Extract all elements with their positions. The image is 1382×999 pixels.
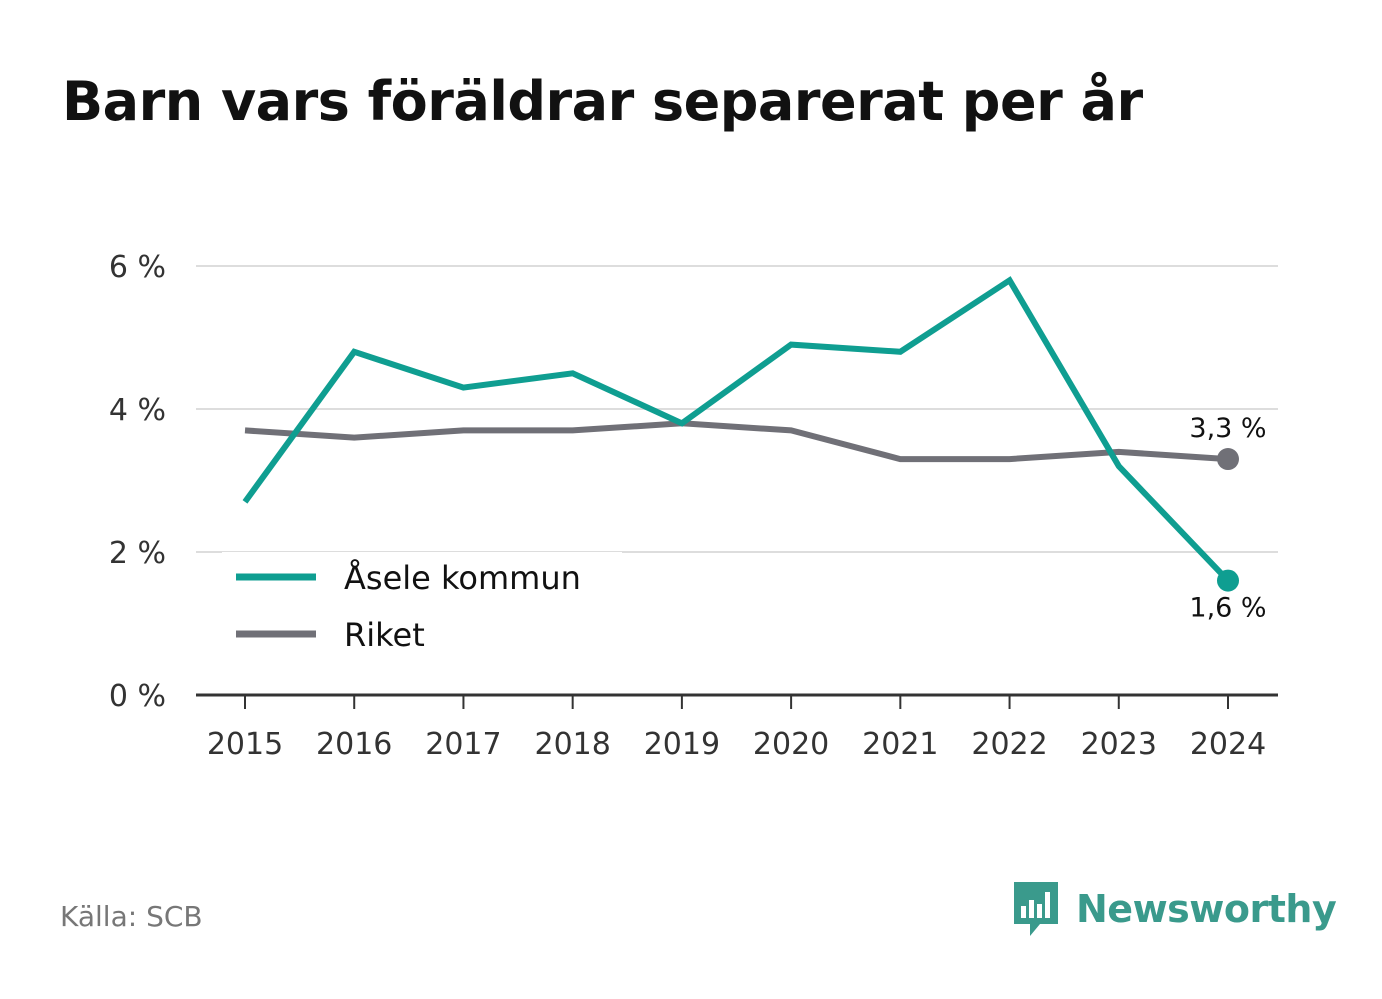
end-marker [1217,569,1239,592]
x-tick-label: 2020 [753,727,829,762]
y-tick-label: 4 % [109,393,166,428]
x-tick-label: 2019 [644,727,720,762]
grid-lines [196,265,1278,553]
end-marker [1217,448,1239,471]
source-note: Källa: SCB [60,900,203,933]
end-value-label: 3,3 % [1189,413,1266,444]
end-labels: 1,6 % 3,3 % [1189,413,1266,624]
x-tick-label: 2016 [316,727,392,762]
brand-logo[interactable]: Newsworthy [1010,878,1337,940]
newsworthy-logo-icon [1014,882,1058,936]
x-tick-label: 2018 [534,727,610,762]
axes: 0 % 2 % 4 % 6 % 2015 2016 2017 2018 2019 2020 2021… [109,250,1278,762]
series-line [244,420,1229,463]
legend-background [222,552,622,662]
series-line [242,276,1231,583]
y-tick-label: 6 % [109,250,166,285]
end-value-label: 1,6 % [1189,593,1266,624]
x-tick-label: 2017 [425,727,501,762]
x-tick-label: 2024 [1190,727,1266,762]
y-tick-label: 2 % [109,536,166,571]
x-tick-label: 2023 [1081,727,1157,762]
x-tick-label: 2022 [971,727,1047,762]
y-tick-label: 0 % [109,679,166,714]
legend: Åsele kommun Riket [222,552,622,662]
chart-title: Barn vars föräldrar separerat per år [62,70,1143,133]
brand-name: Newsworthy [1076,887,1337,931]
x-tick-label: 2015 [207,727,283,762]
x-tick-label: 2021 [862,727,938,762]
legend-label: Åsele kommun [344,559,581,597]
legend-label: Riket [344,616,425,654]
series-lines [242,276,1239,592]
